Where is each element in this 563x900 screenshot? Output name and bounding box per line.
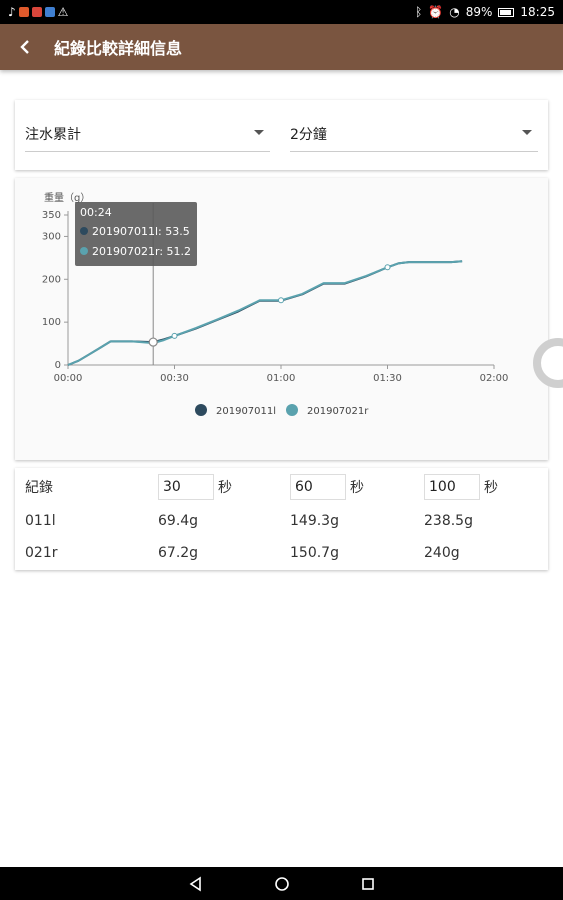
seconds-input-1[interactable]: [158, 474, 214, 500]
x-tick-label: 01:00: [267, 373, 296, 384]
comparison-table: 紀錄 秒 秒 秒 011l 69.4g 149.3g 238.5g 021r 6…: [15, 468, 548, 570]
measure-dropdown[interactable]: 注水累計: [25, 116, 270, 152]
duration-dropdown[interactable]: 2分鐘: [290, 116, 538, 152]
legend-label: 201907021r: [307, 406, 369, 417]
seconds-unit: 秒: [484, 480, 498, 496]
record-header: 紀錄: [25, 480, 53, 496]
x-tick-label: 01:30: [373, 373, 402, 384]
navigation-bar: [0, 867, 563, 900]
image-notification-icon: [44, 7, 55, 17]
dropdown-arrow-icon: [522, 130, 532, 135]
wifi-icon: ◔: [449, 5, 460, 19]
app-notification-icon: [18, 7, 29, 17]
clock-time: 18:25: [520, 5, 555, 19]
tooltip-line: 201907021r: 51.2: [92, 245, 191, 258]
duration-dropdown-value: 2分鐘: [290, 126, 327, 143]
x-tick-label: 02:00: [480, 373, 509, 384]
seconds-input-2[interactable]: [290, 474, 346, 500]
seconds-unit: 秒: [350, 480, 364, 496]
weight-line-chart[interactable]: 重量（g） 0 100 200 300 350 00:00 00:30 01:00 01:30 02…: [15, 178, 548, 460]
seconds-cell-1: 秒: [158, 472, 232, 502]
record-name: 021r: [25, 545, 58, 561]
circle-home-icon[interactable]: [274, 876, 290, 892]
page-title: 紀錄比較詳細信息: [54, 39, 183, 58]
legend-marker: [195, 404, 207, 416]
app-bar: 紀錄比較詳細信息: [0, 24, 563, 70]
weight-value: 69.4g: [158, 513, 199, 529]
triangle-back-icon[interactable]: [188, 876, 204, 892]
table-row: 011l 69.4g 149.3g 238.5g: [15, 506, 548, 536]
y-tick-label: 300: [42, 231, 61, 242]
measure-dropdown-value: 注水累計: [25, 126, 81, 143]
warning-icon: ⚠: [57, 5, 69, 19]
weight-value: 240g: [424, 545, 460, 561]
battery-percent: 89%: [465, 5, 493, 19]
series-line-2: [67, 260, 463, 366]
chevron-left-icon: [20, 40, 29, 54]
tooltip-series-dot: [80, 227, 88, 235]
y-axis-title: 重量（g）: [44, 191, 90, 204]
weight-value: 67.2g: [158, 545, 199, 561]
battery-icon: [498, 7, 515, 17]
record-name: 011l: [25, 513, 56, 529]
highlight-point: [148, 337, 158, 347]
y-tick-label: 100: [42, 317, 61, 328]
seconds-unit: 秒: [218, 480, 232, 496]
chart-card: 重量（g） 0 100 200 300 350 00:00 00:30 01:00 01:30 02…: [15, 178, 548, 460]
y-tick-label: 200: [42, 274, 61, 285]
bluetooth-icon: ᛒ: [415, 5, 423, 19]
y-tick-label: 350: [42, 210, 61, 221]
tooltip-box: [75, 202, 197, 266]
app-notification-icon: [31, 7, 42, 17]
music-note-icon: ♪: [8, 5, 16, 19]
table-row: 021r 67.2g 150.7g 240g: [15, 538, 548, 568]
floating-edge-button[interactable]: [533, 338, 563, 388]
legend-label: 201907011l: [216, 406, 276, 417]
dropdown-arrow-icon: [254, 130, 264, 135]
series-line-1: [67, 260, 463, 366]
data-point-marker: [384, 264, 391, 271]
square-recents-icon[interactable]: [360, 876, 376, 892]
tooltip-line: 201907011l: 53.5: [92, 225, 190, 238]
y-tick-label: 0: [55, 360, 61, 371]
weight-value: 150.7g: [290, 545, 339, 561]
legend-marker: [286, 404, 298, 416]
seconds-cell-3: 秒: [424, 472, 498, 502]
alarm-icon: ⏰: [428, 5, 444, 19]
weight-value: 238.5g: [424, 513, 473, 529]
x-tick-label: 00:00: [54, 373, 83, 384]
x-tick-label: 00:30: [160, 373, 189, 384]
seconds-cell-2: 秒: [290, 472, 364, 502]
seconds-input-3[interactable]: [424, 474, 480, 500]
back-button[interactable]: [0, 24, 50, 70]
data-point-marker: [171, 332, 178, 339]
notification-icons: ♪ ⚠: [8, 5, 68, 19]
weight-value: 149.3g: [290, 513, 339, 529]
table-header-row: 紀錄 秒 秒 秒: [15, 472, 548, 502]
tooltip-series-dot: [80, 247, 88, 255]
status-bar: ♪ ⚠ ᛒ ⏰ ◔ 89% 18:25: [0, 0, 563, 24]
filter-card: 注水累計 2分鐘: [15, 100, 548, 170]
tooltip-time: 00:24: [80, 206, 112, 219]
data-point-marker: [278, 297, 284, 304]
